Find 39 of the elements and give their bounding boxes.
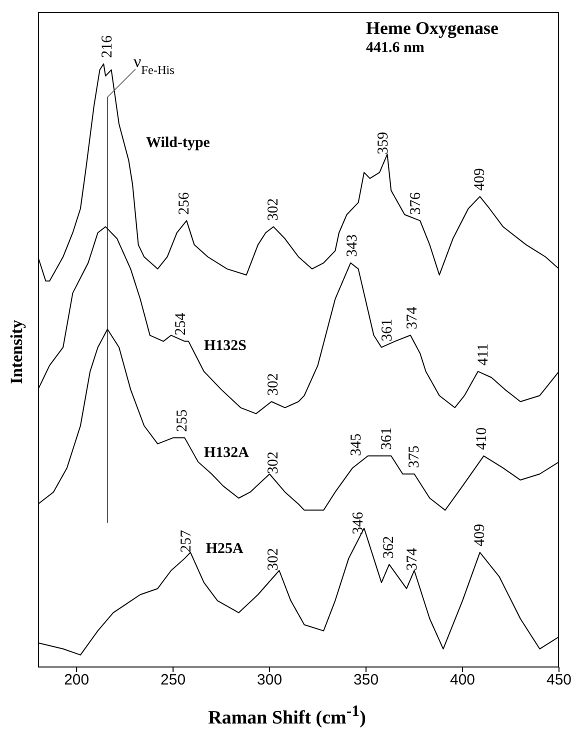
annotation: 302 xyxy=(265,452,282,474)
annotation: 255 xyxy=(174,409,191,432)
annotation: 346 xyxy=(350,511,366,534)
annotation: 375 xyxy=(406,446,422,468)
annotation: 409 xyxy=(472,524,488,546)
annotation: 361 xyxy=(379,427,396,450)
annotation: 374 xyxy=(404,548,420,571)
x-tick-label: 300 xyxy=(257,672,282,689)
annotation: 362 xyxy=(381,536,398,558)
annotation: 374 xyxy=(404,306,420,330)
x-tick-label: 450 xyxy=(546,672,572,689)
annotation: 302 xyxy=(265,373,282,396)
series-label: Wild-type xyxy=(146,135,210,151)
chart-subtitle: 441.6 nm xyxy=(366,40,424,57)
x-tick-label: 400 xyxy=(450,672,476,689)
x-tick-label: 350 xyxy=(354,672,379,689)
annotation: 257 xyxy=(178,529,195,552)
series-label: H25A xyxy=(206,541,244,558)
annotation: 216 xyxy=(99,34,116,58)
annotation: 359 xyxy=(375,132,392,154)
annotation: 302 xyxy=(265,198,282,221)
chart-title: Heme Oxygenase xyxy=(366,18,498,39)
annotation: 302 xyxy=(265,548,282,571)
annotation: 410 xyxy=(474,427,490,450)
y-axis-title: Intensity xyxy=(7,320,27,384)
series-label: H132A xyxy=(204,444,250,461)
annotation: 376 xyxy=(408,192,424,215)
x-axis-title: Raman Shift (cm$^{-1}$) xyxy=(207,703,367,729)
x-tick-label: 250 xyxy=(160,672,186,689)
annotation: 343 xyxy=(344,234,361,257)
annotation: 409 xyxy=(472,168,488,191)
ref-line-label: ν$_{Fe-His}$ xyxy=(133,52,175,78)
annotation: 256 xyxy=(176,192,193,215)
annotation: 254 xyxy=(172,312,189,336)
x-tick-label: 200 xyxy=(64,672,90,689)
series-label: H132S xyxy=(204,338,246,354)
annotation: 411 xyxy=(476,344,492,366)
annotation: 345 xyxy=(348,433,364,456)
annotation: 361 xyxy=(379,318,396,342)
